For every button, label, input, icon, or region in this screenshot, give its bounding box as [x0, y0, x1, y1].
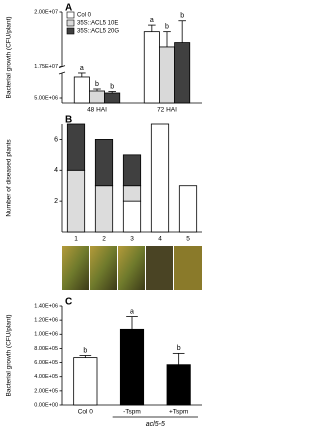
x-tick-label: 5: [186, 236, 190, 243]
y-tick-label: 0.00E+00: [34, 402, 58, 408]
y-tick-label: 4: [54, 167, 58, 174]
leaf-photos: [62, 246, 202, 290]
y-tick-label: 4.00E+05: [34, 374, 58, 380]
x-tick-label: 48 HAI: [87, 107, 107, 114]
leaf-photo: [62, 246, 89, 290]
y-tick-label: 2.00E+07: [34, 9, 58, 15]
bar-segment: [122, 185, 142, 202]
leaf-photo: [146, 246, 173, 290]
significance-letter: a: [80, 65, 84, 72]
bar-segment: [66, 169, 86, 233]
bar: [119, 328, 145, 406]
bar-segment: [66, 123, 86, 171]
bar: [73, 76, 90, 104]
y-tick-label: 2.00E+05: [34, 388, 58, 394]
y-tick-label: 1.40E+06: [34, 303, 58, 309]
bar: [166, 364, 191, 406]
legend-label: 35S::ACL5 20G: [77, 29, 119, 35]
legend-swatch: [66, 11, 75, 19]
bar: [73, 357, 98, 406]
y-tick-label: 6.00E+05: [34, 360, 58, 366]
bar-segment: [122, 154, 142, 187]
significance-letter: b: [165, 23, 169, 30]
leaf-photo: [90, 246, 117, 290]
y-tick-label: 1.20E+06: [34, 318, 58, 324]
panel-label: B: [65, 115, 72, 126]
x-tick-label: 3: [130, 236, 134, 243]
legend-label: Col 0: [77, 13, 92, 19]
figure: A Bacterial growth (CFU/plant) 5.00E+06 1.7…: [6, 3, 202, 428]
y-tick-label: 6: [54, 136, 58, 143]
group-label: acl5-5: [146, 421, 165, 428]
significance-letter: a: [130, 308, 134, 315]
legend-swatch: [66, 27, 75, 35]
legend-swatch: [66, 19, 75, 27]
y-axis-title: Bacterial growth (CFU/plant): [6, 315, 13, 397]
significance-letter: b: [95, 81, 99, 88]
x-tick-label: 2: [102, 236, 106, 243]
bar: [143, 31, 160, 104]
bar-segment: [94, 139, 114, 187]
significance-letter: b: [83, 347, 87, 354]
x-tick-label: +Tspm: [169, 409, 188, 416]
leaf-photo: [174, 246, 202, 290]
y-axis-title: Bacterial growth (CFU/plant): [6, 17, 13, 99]
y-tick-label: 1.75E+07: [34, 64, 58, 70]
x-tick-label: Col 0: [78, 409, 94, 416]
x-tick-label: -Tspm: [123, 409, 141, 416]
bar-segment: [150, 123, 170, 233]
leaf-photo: [118, 246, 145, 290]
significance-letter: b: [110, 83, 114, 90]
axis-break: [58, 71, 66, 75]
bar: [159, 46, 175, 104]
x-tick-label: 4: [158, 236, 162, 243]
y-tick-label: 8.00E+05: [34, 346, 58, 352]
panel-label: C: [65, 297, 72, 308]
bar-segment: [178, 185, 198, 233]
significance-letter: b: [180, 13, 184, 20]
legend-label: 35S::ACL5 10E: [77, 21, 118, 27]
y-tick-label: 2: [54, 198, 58, 205]
x-tick-label: 72 HAI: [157, 107, 177, 114]
panel-label: A: [65, 3, 72, 14]
bar-segment: [122, 200, 142, 233]
bar: [174, 42, 191, 104]
y-tick-label: 5.00E+06: [34, 95, 58, 101]
y-tick-label: 1.00E+06: [34, 332, 58, 338]
significance-letter: a: [150, 17, 154, 24]
bar: [104, 92, 121, 104]
bar: [89, 90, 105, 104]
x-tick-label: 1: [74, 236, 78, 243]
bar-segment: [94, 185, 114, 233]
significance-letter: b: [177, 345, 181, 352]
y-axis-title: Number of diseased plants: [6, 139, 13, 217]
